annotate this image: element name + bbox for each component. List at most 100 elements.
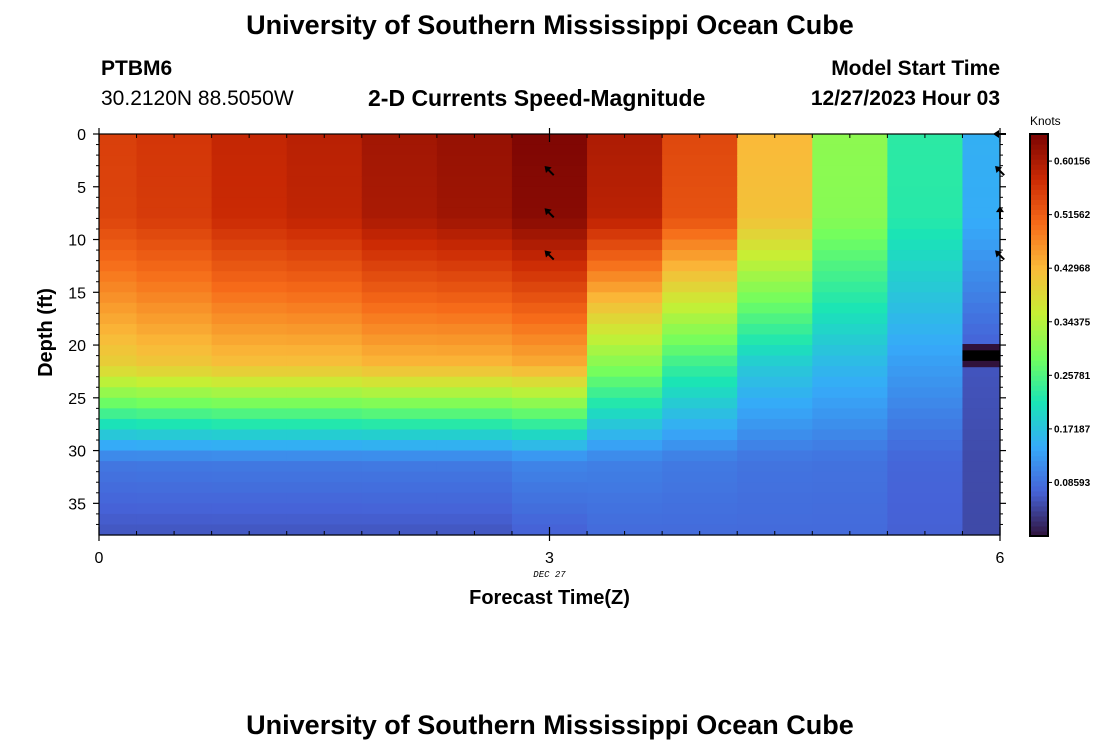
- heatmap-cell: [812, 207, 888, 220]
- heatmap-cell: [887, 376, 964, 388]
- heatmap-cell: [361, 302, 438, 314]
- heatmap-cell: [136, 461, 213, 473]
- heatmap-cell: [812, 450, 888, 462]
- heatmap-cell: [737, 302, 813, 314]
- heatmap-cell: [737, 271, 813, 283]
- heatmap-cell: [737, 503, 813, 515]
- heatmap-cell: [962, 323, 1001, 336]
- heatmap-cell: [887, 450, 964, 462]
- heatmap-cell: [962, 239, 1001, 251]
- heatmap-cell: [887, 418, 964, 431]
- colorbar-segment: [1030, 460, 1048, 467]
- heatmap-cell: [286, 228, 363, 241]
- heatmap-cell: [662, 302, 738, 314]
- arrow-head: [544, 208, 552, 216]
- heatmap-cell: [511, 186, 588, 198]
- heatmap-cell: [361, 155, 438, 167]
- heatmap-cell: [136, 228, 213, 241]
- heatmap-cell: [662, 376, 738, 388]
- heatmap-cell: [361, 281, 438, 293]
- heatmap-cell: [887, 345, 964, 357]
- colorbar-segment: [1030, 284, 1048, 291]
- heatmap-cell: [737, 313, 813, 325]
- heatmap-cell: [136, 197, 213, 209]
- heatmap-cell: [436, 281, 513, 293]
- heatmap-cell: [99, 144, 138, 156]
- heatmap-cell: [587, 513, 663, 526]
- heatmap-cell: [812, 503, 888, 515]
- heatmap-cell: [511, 218, 588, 230]
- colorbar-segment: [1030, 370, 1048, 376]
- heatmap-cell: [99, 250, 138, 262]
- heatmap-cell: [286, 334, 363, 346]
- heatmap-cell: [662, 292, 738, 304]
- heatmap-cell: [737, 429, 813, 441]
- heatmap-cell: [962, 155, 1001, 167]
- heatmap-cell: [211, 271, 288, 283]
- heatmap-cell: [361, 408, 438, 420]
- heatmap-cell: [812, 345, 888, 357]
- heatmap-cell: [962, 492, 1001, 504]
- heatmap-cell: [737, 165, 813, 177]
- colorbar-segment: [1030, 525, 1048, 532]
- heatmap-cell: [737, 366, 813, 378]
- heatmap-cell: [361, 250, 438, 262]
- heatmap-cell: [587, 218, 663, 230]
- heatmap-cell: [511, 471, 588, 483]
- heatmap-cell: [211, 250, 288, 262]
- heatmap-cell: [887, 302, 964, 314]
- heatmap-cell: [962, 387, 1001, 399]
- colorbar-segment: [1030, 324, 1048, 331]
- heatmap-cell: [136, 334, 213, 346]
- heatmap-cell: [962, 218, 1001, 230]
- heatmap-cell: [436, 524, 513, 536]
- heatmap-cell: [812, 440, 888, 452]
- heatmap-cell: [662, 218, 738, 230]
- heatmap-cell: [211, 513, 288, 526]
- heatmap-cell: [662, 492, 738, 504]
- heatmap-cell: [436, 355, 513, 367]
- heatmap-cell: [887, 144, 964, 156]
- heatmap-cell: [662, 313, 738, 325]
- heatmap-cell: [737, 334, 813, 346]
- y-tick-label: 5: [77, 180, 86, 197]
- plot-title: 2-D Currents Speed-Magnitude: [368, 85, 706, 111]
- heatmap-cell: [436, 345, 513, 357]
- heatmap-cell: [737, 250, 813, 262]
- heatmap-cell: [662, 271, 738, 283]
- heatmap-cell: [361, 397, 438, 409]
- heatmap-cell: [136, 397, 213, 409]
- heatmap-cell: [286, 323, 363, 336]
- colorbar-segment: [1030, 304, 1048, 311]
- heatmap-cell: [587, 355, 663, 367]
- colorbar-segment: [1030, 159, 1048, 165]
- heatmap-cell: [286, 250, 363, 262]
- colorbar-tick-label: 0.08593: [1054, 478, 1091, 489]
- heatmap-cell: [812, 239, 888, 251]
- heatmap-cell: [99, 482, 138, 494]
- heatmap-cell: [587, 260, 663, 272]
- colorbar-segment: [1030, 410, 1048, 416]
- heatmap-cell: [286, 155, 363, 167]
- heatmap-cell: [887, 313, 964, 325]
- heatmap-cell: [511, 387, 588, 399]
- direction-arrow: [544, 208, 555, 219]
- heatmap-cell: [136, 134, 213, 146]
- heatmap-cell: [99, 313, 138, 325]
- heatmap-cell: [136, 503, 213, 515]
- heatmap-cell: [436, 197, 513, 209]
- heatmap-cell: [812, 397, 888, 409]
- y-tick-label: 0: [77, 127, 86, 144]
- heatmap-cell: [99, 260, 138, 272]
- heatmap-cell: [587, 450, 663, 462]
- x-date-label: DEC 27: [533, 570, 566, 580]
- heatmap-cell: [662, 165, 738, 177]
- heatmap-cell: [99, 207, 138, 220]
- heatmap-cell: [99, 302, 138, 314]
- heatmap-cell: [812, 387, 888, 399]
- colorbar-label: Knots: [1030, 114, 1061, 128]
- heatmap-cell: [436, 292, 513, 304]
- heatmap-cell: [812, 429, 888, 441]
- heatmap-cell: [136, 323, 213, 336]
- heatmap-cell: [361, 345, 438, 357]
